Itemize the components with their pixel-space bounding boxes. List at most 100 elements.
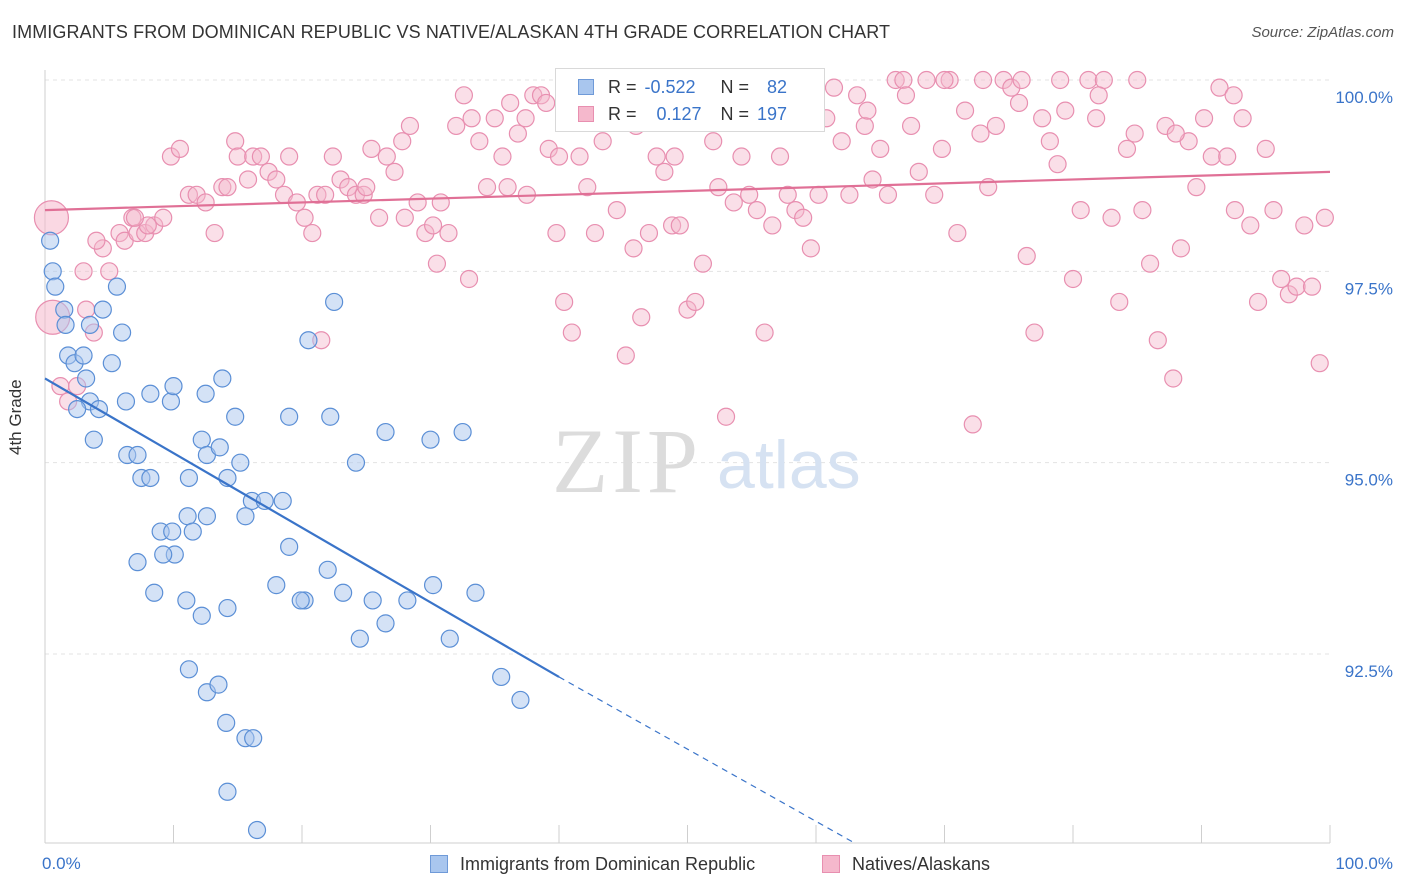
- legend-n-value: 197: [757, 103, 788, 124]
- y-tick-label: 92.5%: [1345, 662, 1393, 681]
- legend-swatch-natives: [822, 855, 840, 873]
- data-point-dominican: [423, 576, 443, 595]
- data-point-natives: [196, 193, 215, 212]
- data-point-natives: [447, 116, 466, 136]
- data-point-natives: [408, 193, 427, 212]
- data-point-natives: [1017, 246, 1036, 266]
- data-point-natives: [871, 139, 890, 158]
- data-point-natives: [555, 292, 574, 312]
- data-point-natives: [704, 132, 723, 151]
- data-point-natives: [662, 216, 682, 235]
- data-point-natives: [1310, 354, 1329, 373]
- data-point-natives: [1166, 124, 1185, 143]
- data-point-natives: [963, 415, 982, 434]
- data-point-natives: [693, 254, 713, 273]
- data-point-natives: [1012, 70, 1031, 90]
- data-point-natives: [1094, 70, 1113, 90]
- data-point-dominican: [93, 300, 112, 319]
- data-point-natives: [259, 162, 278, 181]
- data-point-natives: [154, 208, 173, 227]
- source-label: Source: ZipAtlas.com: [1251, 24, 1394, 41]
- data-point-natives: [1110, 292, 1129, 312]
- data-point-natives: [416, 223, 435, 243]
- trend-line-dominican: [44, 377, 560, 678]
- data-point-natives: [400, 116, 420, 136]
- data-point-natives: [1164, 369, 1183, 388]
- x-tick-label: 100.0%: [1335, 854, 1393, 873]
- data-point-dominican: [77, 369, 96, 388]
- data-point-natives: [1302, 277, 1322, 296]
- data-point-dominican: [209, 675, 228, 694]
- data-point-natives: [493, 147, 512, 166]
- data-point-natives: [77, 300, 96, 319]
- data-point-natives: [747, 201, 766, 220]
- data-point-natives: [794, 208, 813, 227]
- data-point-natives: [213, 178, 232, 197]
- data-point-dominican: [179, 660, 199, 679]
- legend-n-value: 82: [767, 76, 788, 97]
- watermark-zip: ZIP: [552, 410, 702, 512]
- data-point-natives: [385, 162, 404, 181]
- data-point-natives: [316, 185, 335, 204]
- data-point-natives: [323, 147, 342, 166]
- data-point-natives: [1089, 86, 1108, 105]
- data-point-dominican: [280, 407, 299, 426]
- data-point-natives: [228, 147, 247, 166]
- data-point-natives: [1033, 109, 1052, 128]
- data-point-dominican: [421, 430, 440, 449]
- data-point-dominican: [128, 553, 147, 572]
- x-tick-label: 0.0%: [42, 854, 81, 873]
- data-point-natives: [454, 86, 474, 105]
- data-point-dominican: [218, 598, 237, 618]
- data-point-natives: [1002, 78, 1021, 97]
- data-point-natives: [100, 262, 119, 281]
- legend-swatch-pink: [578, 106, 594, 122]
- legend-n-label: N =: [720, 103, 750, 124]
- data-point-natives: [218, 178, 237, 197]
- data-point-natives: [855, 116, 874, 136]
- data-point-dominican: [217, 713, 236, 732]
- data-point-natives: [724, 193, 743, 212]
- data-point-dominican: [183, 522, 202, 541]
- data-point-natives: [1202, 147, 1221, 166]
- data-point-dominican: [84, 430, 103, 449]
- y-tick-label: 97.5%: [1345, 279, 1393, 298]
- data-point-natives: [1272, 269, 1291, 289]
- data-point-natives: [1133, 201, 1152, 220]
- data-point-natives: [226, 132, 245, 151]
- data-point-natives: [632, 308, 651, 327]
- data-point-dominican: [376, 614, 395, 633]
- data-point-dominican: [273, 491, 292, 511]
- data-point-natives: [616, 346, 635, 365]
- data-point-natives: [858, 101, 877, 120]
- data-point-natives: [686, 292, 705, 312]
- data-point-dominican: [325, 292, 344, 312]
- data-point-natives: [1279, 285, 1298, 304]
- data-point-natives: [1187, 178, 1206, 197]
- data-point-natives: [824, 78, 844, 97]
- data-point-dominican: [346, 453, 366, 472]
- data-point-natives: [393, 132, 412, 151]
- data-point-natives: [1087, 109, 1106, 128]
- data-point-natives: [427, 254, 447, 273]
- legend-label-dominican: Immigrants from Dominican Republic: [460, 853, 756, 874]
- data-point-natives: [948, 223, 967, 243]
- data-point-natives: [755, 323, 774, 342]
- data-point-dominican: [80, 315, 100, 335]
- data-point-natives: [971, 124, 990, 143]
- data-point-natives: [244, 147, 263, 166]
- data-point-natives: [607, 201, 626, 220]
- data-point-natives: [863, 170, 882, 189]
- data-point-dominican: [74, 346, 93, 365]
- data-point-dominican: [453, 422, 472, 442]
- data-point-natives: [678, 300, 697, 319]
- data-point-natives: [1194, 109, 1214, 128]
- legend-r-label: R =: [608, 103, 637, 124]
- data-point-natives: [1102, 208, 1121, 227]
- data-point-natives: [470, 132, 489, 151]
- data-point-natives: [770, 147, 790, 166]
- data-point-natives: [501, 93, 520, 113]
- data-point-natives: [1256, 139, 1275, 158]
- data-point-dominican: [163, 522, 182, 541]
